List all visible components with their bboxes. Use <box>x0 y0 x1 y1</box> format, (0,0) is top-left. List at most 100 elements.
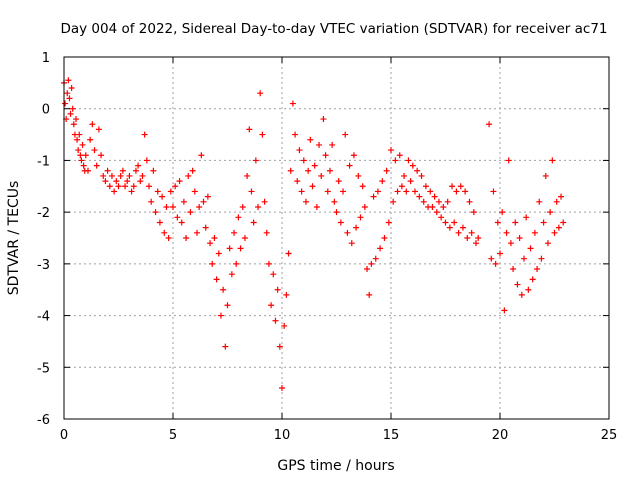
data-point-plus <box>257 90 264 97</box>
data-point-plus <box>231 229 238 236</box>
data-point-plus <box>525 286 532 293</box>
data-point-plus <box>146 183 153 190</box>
data-point-plus <box>228 271 235 278</box>
data-point-plus <box>555 224 562 231</box>
data-point-plus <box>270 271 277 278</box>
data-point-plus <box>318 172 325 179</box>
data-point-plus <box>79 141 86 148</box>
data-point-plus <box>446 224 453 231</box>
data-point-plus <box>322 152 329 159</box>
data-point-plus <box>348 240 355 247</box>
data-point-plus <box>250 219 257 226</box>
data-point-plus <box>497 250 503 257</box>
data-point-plus <box>429 203 436 210</box>
data-point-plus <box>505 157 512 164</box>
data-point-plus <box>359 183 366 190</box>
data-point-plus <box>501 307 508 314</box>
data-point-plus <box>366 291 373 298</box>
data-point-plus <box>69 105 76 112</box>
data-point-plus <box>95 126 102 133</box>
data-point-plus <box>141 131 148 138</box>
data-point-plus <box>333 209 340 216</box>
data-point-plus <box>503 229 510 236</box>
data-point-plus <box>156 219 163 226</box>
data-point-plus <box>185 172 192 179</box>
data-point-plus <box>309 183 316 190</box>
data-point-plus <box>255 203 262 210</box>
data-point-plus <box>220 286 227 293</box>
data-point-plus <box>187 209 194 216</box>
data-point-plus <box>374 188 381 195</box>
data-point-plus <box>84 167 91 174</box>
data-point-plus <box>520 255 527 262</box>
plot-frame <box>63 56 610 420</box>
data-point-plus <box>385 219 392 226</box>
data-point-plus <box>324 188 331 195</box>
data-point-plus <box>427 188 434 195</box>
data-point-plus <box>311 162 318 169</box>
axis-ticks <box>63 56 610 420</box>
data-point-plus <box>540 219 547 226</box>
data-point-plus <box>560 219 567 226</box>
data-point-plus <box>252 157 259 164</box>
data-point-plus <box>202 224 209 231</box>
data-point-plus <box>549 157 556 164</box>
data-point-plus <box>470 209 477 216</box>
data-point-plus <box>344 229 351 236</box>
data-point-plus <box>87 136 94 143</box>
data-point-plus <box>279 384 285 391</box>
data-point-plus <box>459 224 466 231</box>
data-point-plus <box>226 245 233 252</box>
data-point-plus <box>305 167 312 174</box>
data-point-plus <box>115 183 122 190</box>
data-point-plus <box>217 312 224 319</box>
data-point-plus <box>66 95 73 102</box>
data-point-plus <box>248 188 255 195</box>
data-point-plus <box>466 198 473 205</box>
data-point-plus <box>401 172 408 179</box>
data-point-plus <box>77 152 84 159</box>
y-tick-label: -4 <box>37 310 50 325</box>
y-tick-label: 0 <box>42 103 50 118</box>
data-point-plus <box>398 183 405 190</box>
data-point-plus <box>377 245 384 252</box>
data-point-plus <box>70 121 77 128</box>
data-point-plus <box>507 240 514 247</box>
data-point-plus <box>296 147 303 154</box>
data-point-plus <box>285 250 292 257</box>
data-point-plus <box>261 198 268 205</box>
data-point-plus <box>126 172 133 179</box>
y-tick-label: -6 <box>37 413 50 428</box>
data-point-plus <box>102 178 109 185</box>
data-point-plus <box>534 266 541 273</box>
y-tick-label: -5 <box>37 361 50 376</box>
data-point-plus <box>239 203 246 210</box>
data-point-plus <box>512 219 519 226</box>
data-point-plus <box>272 317 279 324</box>
chart-title: Day 004 of 2022, Sidereal Day-to-day VTE… <box>60 21 607 37</box>
data-point-plus <box>514 281 521 288</box>
data-point-plus <box>538 255 545 262</box>
data-point-plus <box>440 203 447 210</box>
data-point-plus <box>268 302 275 309</box>
data-point-plus <box>113 178 120 185</box>
data-point-plus <box>294 178 301 185</box>
data-point-plus <box>488 255 495 262</box>
data-point-plus <box>531 229 538 236</box>
data-point-plus <box>150 167 157 174</box>
y-tick-label: 1 <box>42 51 50 66</box>
data-point-plus <box>117 172 124 179</box>
data-point-plus <box>518 291 525 298</box>
data-point-plus <box>159 193 166 200</box>
data-point-plus <box>183 235 190 241</box>
data-point-plus <box>180 198 187 205</box>
data-point-plus <box>139 172 146 179</box>
data-point-plus <box>276 343 283 350</box>
data-point-plus <box>152 209 159 216</box>
data-point-plus <box>492 260 499 267</box>
data-point-plus <box>329 141 336 148</box>
x-tick-label: 10 <box>274 428 291 443</box>
data-point-plus <box>516 235 523 241</box>
data-point-plus <box>394 188 401 195</box>
data-point-plus <box>368 260 375 267</box>
